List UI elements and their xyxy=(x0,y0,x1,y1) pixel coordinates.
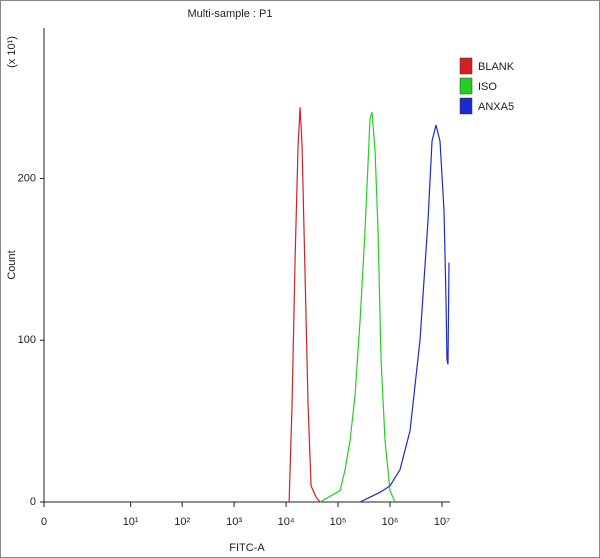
legend-label: BLANK xyxy=(478,61,515,73)
series-line xyxy=(359,124,450,503)
x-tick-label: 10⁶ xyxy=(382,516,399,528)
chart-title: Multi-sample : P1 xyxy=(188,8,273,20)
x-tick-label: 10¹ xyxy=(123,516,139,528)
legend-swatch xyxy=(459,97,473,115)
series-line xyxy=(288,107,321,503)
legend-swatch xyxy=(459,77,473,95)
legend-label: ANXA5 xyxy=(478,101,514,113)
series-line xyxy=(319,111,396,503)
y-tick-label: 100 xyxy=(18,334,36,346)
y-axis-label: Count xyxy=(6,250,18,279)
x-tick-label: 10⁴ xyxy=(278,516,295,528)
x-tick-label: 10³ xyxy=(226,516,242,528)
x-tick-label: 10⁵ xyxy=(330,516,347,528)
x-tick-label: 10² xyxy=(174,516,190,528)
y-tick-label: 200 xyxy=(18,172,36,184)
legend-label: ISO xyxy=(478,81,497,93)
x-tick-label: 0 xyxy=(41,516,47,528)
x-tick-label: 10⁷ xyxy=(434,516,450,528)
y-tick-label: 0 xyxy=(30,496,36,508)
y-multiplier: (x 10¹) xyxy=(6,36,18,68)
legend-swatch xyxy=(459,57,473,75)
x-axis-label: FITC-A xyxy=(229,542,265,554)
